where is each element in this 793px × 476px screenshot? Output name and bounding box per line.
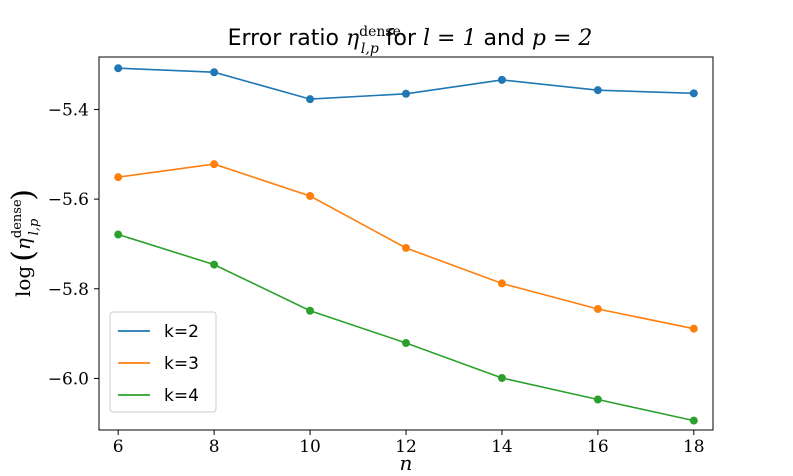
data-point — [689, 89, 698, 98]
data-point — [593, 395, 602, 404]
x-tick-label: 6 — [113, 437, 124, 457]
data-point — [593, 304, 602, 313]
x-tick-label: 14 — [491, 437, 513, 457]
x-tick-label: 12 — [395, 437, 417, 457]
x-tick-label: 18 — [683, 437, 705, 457]
data-point — [114, 173, 123, 182]
data-point — [114, 230, 123, 239]
data-point — [497, 373, 506, 382]
data-point — [497, 279, 506, 288]
x-tick-label: 10 — [299, 437, 321, 457]
x-tick-label: 16 — [587, 437, 609, 457]
legend-box — [109, 311, 217, 413]
y-axis-label: log(ηdense l,p) — [6, 189, 42, 297]
data-point — [306, 306, 315, 315]
series-k-2 — [114, 64, 698, 104]
data-point — [210, 160, 219, 169]
y-tick-label: −5.6 — [48, 190, 89, 210]
series-k-4 — [114, 230, 698, 425]
data-point — [497, 75, 506, 84]
series-k-3 — [114, 160, 698, 333]
data-point — [402, 339, 410, 348]
y-axis-ticks: −5.4 −5.6 −5.8 −6.0 — [48, 100, 99, 389]
series-layer — [114, 64, 698, 425]
chart-title: Error ratio ηdense l,p for l = 1 and p = … — [228, 24, 593, 57]
x-axis-label: n — [400, 451, 413, 475]
y-tick-label: −5.8 — [48, 280, 89, 300]
legend: k=2 k=3 k=4 — [109, 311, 217, 413]
legend-label: k=4 — [164, 386, 199, 406]
data-point — [593, 86, 602, 95]
x-tick-label: 8 — [209, 437, 220, 457]
data-point — [402, 243, 410, 252]
x-axis-ticks: 6 8 10 12 14 16 18 — [113, 430, 705, 457]
data-point — [306, 95, 315, 104]
data-point — [689, 416, 698, 425]
data-point — [114, 64, 123, 73]
legend-label: k=2 — [164, 322, 199, 342]
data-point — [689, 324, 698, 333]
y-tick-label: −5.4 — [48, 100, 89, 120]
y-tick-label: −6.0 — [48, 369, 89, 389]
data-point — [306, 191, 315, 200]
data-point — [402, 89, 410, 98]
data-point — [210, 260, 219, 269]
data-point — [210, 68, 219, 77]
legend-label: k=3 — [164, 354, 199, 374]
